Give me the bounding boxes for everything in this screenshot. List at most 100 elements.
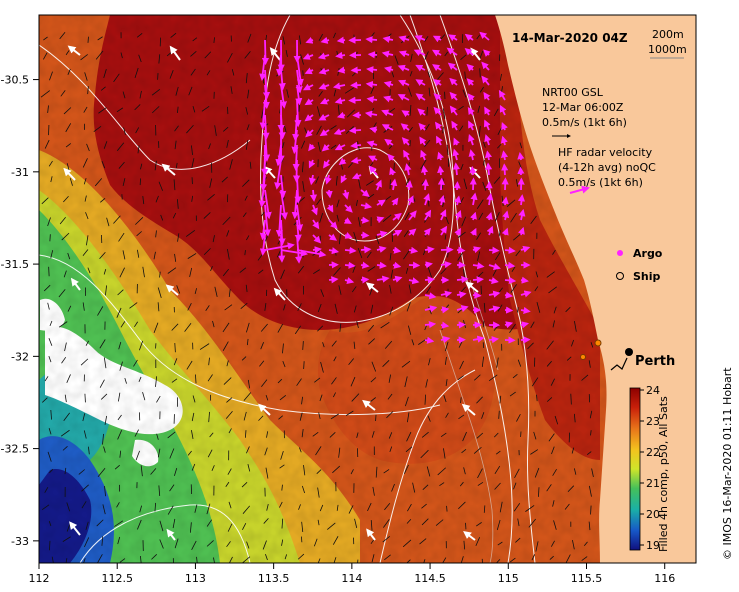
radar-vector — [392, 261, 402, 269]
model-vector — [69, 178, 73, 186]
model-vector — [389, 284, 392, 294]
model-vector — [426, 466, 431, 477]
radar-vector — [304, 98, 314, 106]
x-tick-label: 115 — [498, 572, 519, 585]
model-vector — [94, 178, 103, 187]
model-vector — [463, 467, 466, 475]
model-velocity-vectors — [40, 32, 594, 563]
model-vector — [494, 211, 500, 222]
radar-vector — [328, 276, 339, 284]
model-vector — [533, 431, 537, 440]
radar-vector — [436, 135, 443, 146]
model-vector — [581, 556, 588, 561]
radar-vector — [360, 189, 370, 197]
model-vector — [312, 431, 319, 437]
model-vector — [370, 377, 377, 383]
model-vector — [406, 431, 412, 442]
model-vector — [407, 503, 412, 512]
radar-vector — [278, 219, 286, 246]
model-vector — [552, 320, 555, 328]
model-vector — [357, 217, 361, 227]
model-vector — [177, 199, 179, 209]
model-vector — [78, 469, 85, 475]
model-vector — [282, 360, 286, 368]
model-vector — [113, 215, 121, 224]
radar-vector — [481, 61, 490, 71]
model-vector — [412, 482, 416, 493]
radar-vector — [517, 151, 525, 161]
radar-vector — [259, 99, 267, 130]
model-vector — [351, 286, 357, 293]
model-vector — [546, 360, 552, 367]
model-vector — [100, 86, 106, 91]
model-vector — [356, 199, 358, 206]
model-vector — [367, 266, 376, 272]
model-vector — [313, 538, 318, 547]
model-vector — [459, 197, 464, 205]
argo-legend-icon — [617, 250, 623, 256]
colorbar-caption: Filled 4h comp, p50, All Sats — [657, 396, 670, 552]
model-vector — [408, 284, 412, 294]
model-vector — [63, 107, 72, 115]
radar-vector — [350, 141, 362, 149]
radar-vector — [360, 202, 373, 210]
radar-vector — [421, 165, 429, 176]
model-vector — [409, 104, 412, 116]
model-vector — [105, 285, 107, 296]
model-vector — [159, 520, 164, 532]
model-vector — [475, 537, 480, 547]
model-vector — [294, 325, 302, 335]
model-vector — [104, 415, 108, 425]
model-vector — [530, 449, 539, 455]
model-vector — [227, 52, 233, 63]
model-vector — [367, 502, 372, 512]
model-vector — [226, 230, 230, 237]
radar-vector — [278, 234, 286, 263]
model-vector — [199, 343, 210, 350]
model-vector — [316, 125, 322, 135]
model-vector — [191, 145, 193, 156]
model-vector — [519, 142, 523, 149]
radar-vector — [398, 50, 410, 58]
radar-vector — [468, 149, 476, 161]
model-vector — [195, 374, 197, 384]
radar-vector — [517, 194, 526, 206]
model-vector — [97, 36, 103, 41]
radar-vector — [364, 110, 378, 118]
radar-vector — [479, 31, 490, 41]
model-vector — [280, 451, 284, 460]
model-vector — [318, 412, 321, 420]
model-vector — [317, 303, 322, 313]
model-vector — [230, 86, 233, 94]
model-vector — [154, 160, 157, 171]
argo-legend-label: Argo — [633, 247, 663, 260]
model-vector — [210, 266, 213, 272]
model-vector — [85, 340, 89, 346]
drifter-vector — [67, 45, 81, 56]
radar-vector — [437, 165, 445, 176]
model-vector — [384, 554, 391, 561]
model-vector — [573, 468, 577, 475]
model-vector — [353, 305, 357, 313]
model-vector — [177, 106, 179, 113]
radar-vector — [398, 79, 410, 87]
model-vector — [407, 412, 410, 423]
model-vector — [442, 108, 446, 119]
model-vector — [301, 521, 304, 533]
radar-vector — [398, 35, 410, 43]
ship-track — [610, 357, 628, 371]
model-vector — [190, 51, 197, 57]
model-vector — [548, 433, 555, 442]
model-vector — [136, 231, 142, 237]
radar-vector — [464, 48, 474, 56]
radar-vector — [447, 62, 458, 71]
model-vector — [530, 215, 537, 224]
model-vector — [302, 181, 305, 193]
model-vector — [552, 249, 556, 255]
radar-vector — [348, 126, 362, 134]
model-vector — [44, 486, 49, 493]
model-vector — [546, 340, 554, 350]
model-vector — [47, 302, 50, 310]
model-vector — [134, 429, 139, 437]
radar-vector — [504, 261, 516, 269]
